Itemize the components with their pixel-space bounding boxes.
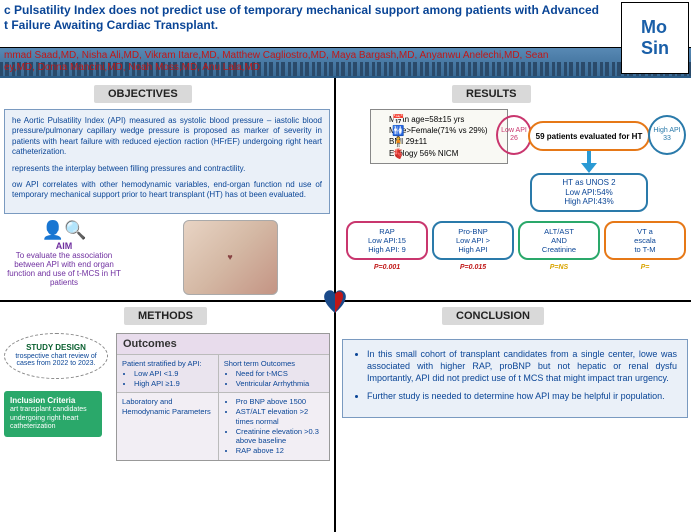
arrow-down-icon — [581, 163, 597, 173]
bullet: RAP above 12 — [236, 446, 324, 456]
objectives-section: OBJECTIVES he Aortic Pulsatility Index (… — [4, 84, 330, 295]
conclusion-bullet: Further study is needed to determine how… — [367, 390, 677, 402]
ht-unos-box: HT as UNOS 2Low API:54%High API:43% — [530, 173, 648, 212]
p-value: P=0.015 — [434, 264, 512, 272]
methods-tag: METHODS — [124, 307, 207, 325]
metric-text: RAPLow API:15High API: 9 — [368, 227, 406, 254]
low-api-oval: Low API26 — [496, 115, 532, 155]
objectives-p2: represents the interplay between filling… — [12, 164, 322, 174]
p-value: P=0.001 — [348, 264, 426, 272]
conclusion-box: In this small cohort of transplant candi… — [342, 339, 688, 418]
p-value: P=NS — [520, 264, 598, 272]
bullet: Need for t-MCS — [236, 369, 324, 379]
table-cell: Patient stratified by API: Low API <1.9 … — [117, 355, 219, 392]
aim-label: AIM — [4, 241, 124, 251]
bullet: Pro BNP above 1500 — [236, 397, 324, 407]
objectives-p3: ow API correlates with other hemodynamic… — [12, 180, 322, 201]
table-row: Laboratory and Hemodynamic Parameters Pr… — [117, 392, 329, 460]
inclusion-text: art transplant candidates undergoing rig… — [10, 406, 87, 430]
objectives-p1: he Aortic Pulsatility Index (API) measur… — [12, 116, 322, 158]
conclusion-section: CONCLUSION In this small cohort of trans… — [342, 306, 688, 418]
study-design-label: STUDY DESIGN — [26, 343, 86, 352]
heart-diagram: ♥ — [183, 220, 278, 295]
metric-probnp: Pro-BNPLow API >High APIP=0.015 — [432, 221, 514, 260]
study-design-text: trospective chart review of cases from 2… — [15, 353, 96, 368]
poster-title: c Pulsatility Index does not predict use… — [4, 3, 611, 33]
results-tag: RESULTS — [452, 85, 531, 103]
center-heart-icon — [318, 284, 352, 318]
author-list: mmad Saad,MD, Nisha Ali,MD, Vikram Itare… — [4, 50, 611, 74]
metric-vt: VT aescalato T-MP= — [604, 221, 686, 260]
conclusion-tag: CONCLUSION — [442, 307, 544, 325]
objectives-tag: OBJECTIVES — [94, 85, 192, 103]
inclusion-box: Inclusion Criteria art transplant candid… — [4, 391, 102, 437]
inclusion-label: Inclusion Criteria — [10, 396, 75, 405]
outcomes-header: Outcomes — [117, 334, 329, 354]
cohort-box: 59 patients evaluated for HT — [528, 121, 650, 151]
heart-diagram-wrap: ♥ — [130, 220, 330, 295]
objectives-text-box: he Aortic Pulsatility Index (API) measur… — [4, 109, 330, 214]
bullet: High API ≥1.9 — [134, 379, 213, 389]
metric-altast: ALT/ASTANDCreatinineP=NS — [518, 221, 600, 260]
metric-rap: RAPLow API:15High API: 9P=0.001 — [346, 221, 428, 260]
results-body: 📅Mean age=58±15 yrs 🚻Male>Female(71% vs … — [342, 107, 688, 307]
outcomes-table: Outcomes Patient stratified by API: Low … — [116, 333, 330, 461]
high-api-oval: High API33 — [648, 115, 686, 155]
conclusion-bullet: In this small cohort of transplant candi… — [367, 348, 677, 384]
aim-icon: 👤🔍 — [4, 220, 124, 241]
results-section: RESULTS 📅Mean age=58±15 yrs 🚻Male>Female… — [342, 84, 688, 307]
p-value: P= — [606, 264, 684, 272]
metric-text: VT aescalato T-M — [634, 227, 656, 254]
study-design-cloud: STUDY DESIGNtrospective chart review of … — [4, 333, 108, 379]
cell-head: Patient stratified by API: — [122, 359, 202, 368]
methods-section: METHODS STUDY DESIGNtrospective chart re… — [4, 306, 330, 461]
metrics-row: RAPLow API:15High API: 9P=0.001 Pro-BNPL… — [346, 221, 686, 260]
table-cell: Short term Outcomes Need for t-MCS Ventr… — [219, 355, 329, 392]
header: c Pulsatility Index does not predict use… — [0, 0, 691, 78]
demographics-box: 📅Mean age=58±15 yrs 🚻Male>Female(71% vs … — [370, 109, 508, 164]
metric-text: ALT/ASTANDCreatinine — [542, 227, 576, 254]
bullet: AST/ALT elevation >2 times normal — [236, 407, 324, 427]
bullet: Creatinine elevation >0.3 above baseline — [236, 427, 324, 447]
aim-block: 👤🔍 AIM To evaluate the association betwe… — [4, 220, 124, 287]
heart-icon: 🫀 — [392, 148, 404, 162]
main-content: OBJECTIVES he Aortic Pulsatility Index (… — [0, 78, 691, 532]
cell-head: Short term Outcomes — [224, 359, 295, 368]
methods-row: STUDY DESIGNtrospective chart review of … — [4, 333, 330, 461]
table-row: Patient stratified by API: Low API <1.9 … — [117, 354, 329, 392]
metric-text: Pro-BNPLow API >High API — [456, 227, 490, 254]
aim-text: To evaluate the association between API … — [4, 251, 124, 287]
methods-left-col: STUDY DESIGNtrospective chart review of … — [4, 333, 112, 461]
bullet: Low API <1.9 — [134, 369, 213, 379]
aim-row: 👤🔍 AIM To evaluate the association betwe… — [4, 220, 330, 295]
table-cell: Pro BNP above 1500 AST/ALT elevation >2 … — [219, 393, 329, 460]
table-cell: Laboratory and Hemodynamic Parameters — [117, 393, 219, 460]
institution-logo: MoSin — [621, 2, 689, 74]
bullet: Ventricular Arrhythmia — [236, 379, 324, 389]
